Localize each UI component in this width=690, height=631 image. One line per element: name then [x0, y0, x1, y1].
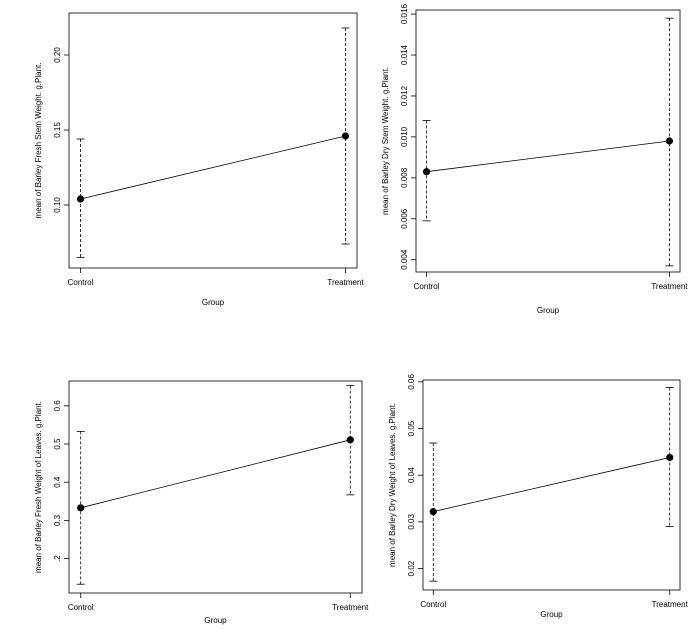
y-tick-label: 0.05: [407, 420, 416, 436]
y-tick-label: 0.15: [53, 122, 62, 138]
x-axis-title: Group: [202, 298, 225, 307]
x-axis-title: Group: [537, 306, 560, 315]
mean-line: [80, 439, 351, 509]
x-axis-title: Group: [204, 616, 227, 625]
mean-point-control: [429, 508, 437, 516]
x-axis-title: Group: [540, 610, 563, 619]
mean-point-control: [77, 504, 85, 512]
y-tick-label: 0.004: [400, 249, 409, 270]
y-tick-label: 0.010: [400, 126, 409, 147]
chart-panel-4: 0.02 0.03 0.04 0.05 0.06 Control Treatment Grou…: [388, 374, 689, 619]
mean-line: [426, 140, 670, 173]
mean-point-treatment: [341, 132, 350, 140]
y-axis-title: mean of Barley Fresh Stem Weight. g.Plan…: [34, 63, 43, 219]
plot-frame: [422, 379, 681, 591]
chart-panel-3: .2 0.3 0.4 0.5 0.6 Control Treatment Group mean …: [34, 380, 369, 625]
x-tick-label-treatment: Treatment: [327, 278, 364, 287]
mean-point-control: [422, 168, 431, 176]
y-tick-label: 0.6: [53, 400, 62, 412]
x-tick-label-control: Control: [68, 603, 94, 612]
mean-point-treatment: [666, 453, 674, 462]
y-axis-title: mean of Barley Dry Weight of Leaves. g.P…: [388, 403, 397, 567]
y-tick-label: 0.20: [53, 47, 62, 63]
y-tick-label: 0.012: [400, 85, 409, 106]
mean-point-control: [76, 195, 85, 203]
x-tick-label-control: Control: [420, 600, 446, 609]
y-tick-label: 0.5: [53, 438, 62, 450]
y-tick-label: 0.03: [407, 514, 416, 530]
x-tick-label-treatment: Treatment: [332, 603, 369, 612]
plot-frame: [68, 12, 358, 269]
mean-line: [80, 135, 346, 200]
y-axis-title: mean of Barley Fresh Weight of Leaves. g…: [34, 401, 43, 573]
plot-frame: [415, 9, 681, 273]
x-tick-label-treatment: Treatment: [651, 282, 688, 291]
plot-frame: [68, 380, 363, 594]
y-tick-label: 0.006: [400, 208, 409, 229]
y-axis-title: mean of Barley Dry Stem Weight. g.Plant.: [381, 67, 390, 215]
y-tick-label: 0.008: [400, 167, 409, 188]
x-tick-label-control: Control: [414, 282, 440, 291]
y-tick-label: .2: [53, 555, 62, 562]
y-tick-label: 0.4: [53, 476, 62, 488]
x-tick-label-treatment: Treatment: [652, 600, 689, 609]
y-tick-label: 0.016: [400, 4, 409, 25]
mean-line: [433, 457, 670, 512]
y-tick-label: 0.04: [407, 467, 416, 483]
chart-panel-2: 0.004 0.006 0.008 0.010 0.012 0.014 0.016 Contr…: [381, 4, 688, 315]
y-tick-label: 0.3: [53, 514, 62, 526]
y-tick-label: 0.014: [400, 44, 409, 65]
y-tick-label: 0.10: [53, 197, 62, 213]
x-tick-label-control: Control: [68, 278, 94, 287]
y-tick-label: 0.02: [407, 560, 416, 576]
mean-point-treatment: [665, 137, 674, 145]
chart-panel-1: 0.10 0.15 0.20 Control Treatment Group mean of…: [34, 12, 364, 307]
y-tick-label: 0.06: [407, 374, 416, 390]
mean-point-treatment: [346, 436, 354, 444]
